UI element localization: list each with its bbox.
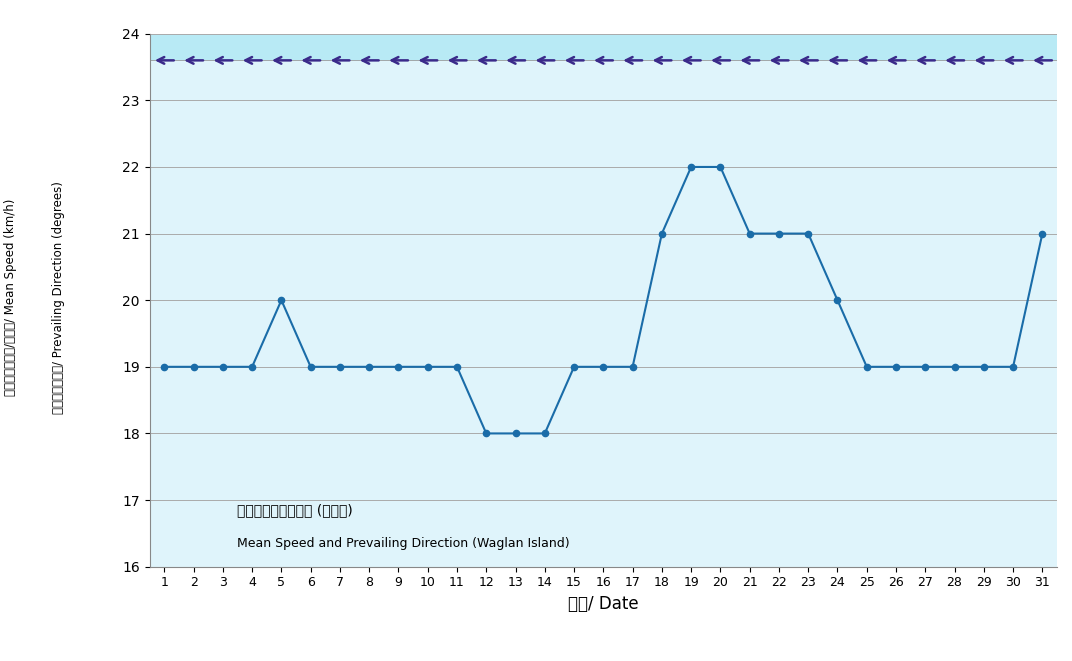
- Text: Mean Speed and Prevailing Direction (Waglan Island): Mean Speed and Prevailing Direction (Wag…: [238, 537, 570, 550]
- Text: 平均風速（公里/小時）/ Mean Speed (km/h): 平均風速（公里/小時）/ Mean Speed (km/h): [4, 199, 17, 396]
- Text: 盛行風向（度）/ Prevailing Direction (degrees): 盛行風向（度）/ Prevailing Direction (degrees): [53, 181, 65, 414]
- Text: 平均風速及盛行風向 (橫瀒島): 平均風速及盛行風向 (橫瀒島): [238, 503, 354, 517]
- X-axis label: 日期/ Date: 日期/ Date: [568, 595, 639, 613]
- Bar: [150, 34, 1057, 60]
- Bar: [150, 60, 1057, 566]
